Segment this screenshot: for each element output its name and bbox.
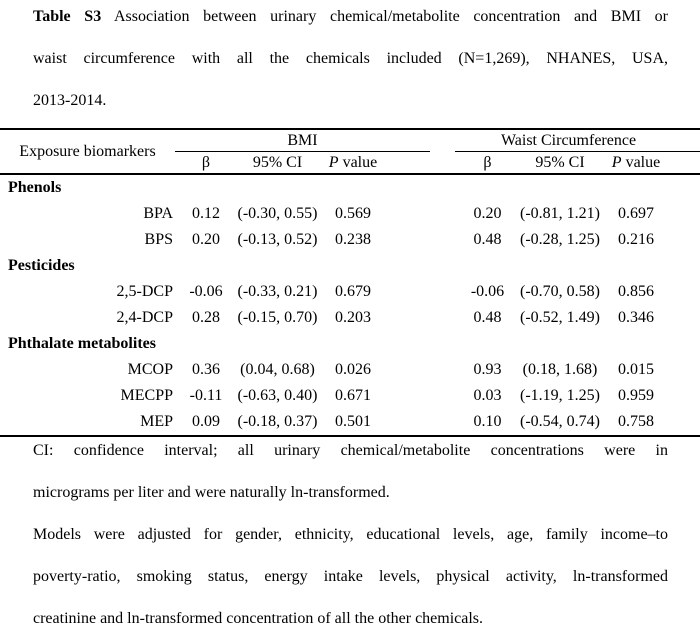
wc-beta-value: 0.48 bbox=[473, 231, 502, 248]
bmi-ci-value: (-0.30, 0.55) bbox=[237, 205, 318, 222]
section-title: Phenols bbox=[8, 179, 62, 196]
biomarker-label: 2,5-DCP bbox=[116, 283, 173, 300]
bmi-ci-value: (-0.63, 0.40) bbox=[237, 387, 318, 404]
wc-beta-value: -0.06 bbox=[470, 283, 505, 300]
wc-ci-value: (-0.54, 0.74) bbox=[520, 413, 600, 430]
wc-beta-value: 0.10 bbox=[473, 413, 502, 430]
bmi-ci-value: (-0.13, 0.52) bbox=[237, 231, 318, 248]
wc-ci-value: (-0.28, 1.25) bbox=[520, 231, 600, 248]
bmi-pvalue: 0.679 bbox=[335, 283, 371, 300]
wc-pvalue: 0.959 bbox=[618, 387, 654, 404]
bmi-ci-value: (0.04, 0.68) bbox=[240, 361, 315, 378]
wc-ci-value: (-0.81, 1.21) bbox=[520, 205, 600, 222]
title-line-2: waist circumference with all the chemica… bbox=[33, 50, 668, 67]
row-mep: MEP 0.09 (-0.18, 0.37) 0.501 0.10 (-0.54… bbox=[0, 409, 700, 436]
biomarker-label: MECPP bbox=[120, 387, 173, 404]
column-gap bbox=[430, 383, 455, 409]
title-line-1: Table S3 Association between urinary che… bbox=[33, 0, 668, 38]
bmi-beta-value: -0.11 bbox=[189, 387, 223, 404]
wc-beta-header: β bbox=[455, 151, 520, 175]
section-phthalate-metabolites: Phthalate metabolites bbox=[0, 331, 700, 357]
pvalue-rest: value bbox=[621, 153, 661, 171]
title-line-3: 2013-2014. bbox=[33, 92, 107, 109]
pvalue-rest: value bbox=[338, 153, 378, 171]
results-table: Exposure biomarkers BMI Waist Circumfere… bbox=[0, 128, 700, 437]
bmi-beta-value: 0.20 bbox=[192, 231, 220, 248]
wc-beta-value: 0.93 bbox=[473, 361, 502, 378]
wc-beta-value: 0.20 bbox=[473, 205, 502, 222]
column-gap bbox=[430, 151, 455, 175]
column-gap bbox=[430, 201, 455, 227]
exposure-biomarkers-header: Exposure biomarkers bbox=[0, 129, 175, 175]
wc-beta-value: 0.03 bbox=[473, 387, 502, 404]
bmi-beta-value: 0.09 bbox=[192, 413, 220, 430]
bmi-group-header: BMI bbox=[175, 129, 430, 152]
section-title: Pesticides bbox=[8, 257, 75, 274]
wc-pvalue: 0.758 bbox=[618, 413, 654, 430]
wc-group-header: Waist Circumference bbox=[455, 129, 700, 152]
column-gap bbox=[430, 227, 455, 253]
column-gap bbox=[430, 279, 455, 305]
wc-ci-header: 95% CI bbox=[520, 151, 600, 175]
biomarker-label: MCOP bbox=[127, 361, 173, 378]
biomarker-label: BPS bbox=[144, 231, 173, 248]
title-line-1-text: Association between urinary chemical/met… bbox=[101, 8, 668, 25]
bmi-pvalue: 0.203 bbox=[335, 309, 371, 326]
row-mcop: MCOP 0.36 (0.04, 0.68) 0.026 0.93 (0.18,… bbox=[0, 357, 700, 383]
header-row-groups: Exposure biomarkers BMI Waist Circumfere… bbox=[0, 129, 700, 175]
row-mecpp: MECPP -0.11 (-0.63, 0.40) 0.671 0.03 (-1… bbox=[0, 383, 700, 409]
wc-pvalue: 0.856 bbox=[618, 283, 654, 300]
bmi-beta-value: -0.06 bbox=[189, 283, 223, 300]
bmi-ci-header: 95% CI bbox=[237, 151, 318, 175]
wc-ci-value: (0.18, 1.68) bbox=[522, 361, 598, 378]
biomarker-label: BPA bbox=[143, 205, 173, 222]
pvalue-italic-p: P bbox=[328, 153, 339, 171]
bmi-pvalue: 0.671 bbox=[335, 387, 371, 404]
biomarker-label: 2,4-DCP bbox=[116, 309, 173, 326]
bmi-ci-value: (-0.18, 0.37) bbox=[237, 413, 318, 430]
footnote-ci-definition-line-1: CI: confidence interval; all urinary che… bbox=[33, 442, 668, 459]
section-pesticides: Pesticides bbox=[0, 253, 700, 279]
bmi-ci-value: (-0.15, 0.70) bbox=[237, 309, 318, 326]
footnote-ci-definition-line-2: micrograms per liter and were naturally … bbox=[33, 484, 390, 501]
bmi-pvalue: 0.026 bbox=[335, 361, 371, 378]
biomarker-label: MEP bbox=[140, 413, 173, 430]
bmi-beta-value: 0.28 bbox=[192, 309, 220, 326]
bmi-pvalue: 0.238 bbox=[335, 231, 371, 248]
row-bpa: BPA 0.12 (-0.30, 0.55) 0.569 0.20 (-0.81… bbox=[0, 201, 700, 227]
wc-ci-value: (-0.52, 1.49) bbox=[520, 309, 600, 326]
row-bps: BPS 0.20 (-0.13, 0.52) 0.238 0.48 (-0.28… bbox=[0, 227, 700, 253]
table-footnotes: CI: confidence interval; all urinary che… bbox=[33, 430, 668, 640]
wc-pvalue: 0.346 bbox=[618, 309, 654, 326]
bmi-pvalue-header: P value bbox=[318, 151, 430, 175]
column-gap bbox=[430, 129, 455, 152]
wc-pvalue: 0.697 bbox=[618, 205, 654, 222]
bmi-pvalue: 0.501 bbox=[335, 413, 371, 430]
section-phenols: Phenols bbox=[0, 174, 700, 201]
pvalue-italic-p: P bbox=[611, 153, 622, 171]
footnote-model-adjustment-line-1: Models were adjusted for gender, ethnici… bbox=[33, 526, 668, 543]
bmi-pvalue: 0.569 bbox=[335, 205, 371, 222]
bmi-beta-header: β bbox=[175, 151, 237, 175]
wc-ci-value: (-0.70, 0.58) bbox=[520, 283, 600, 300]
row-24dcp: 2,4-DCP 0.28 (-0.15, 0.70) 0.203 0.48 (-… bbox=[0, 305, 700, 331]
wc-ci-value: (-1.19, 1.25) bbox=[520, 387, 600, 404]
wc-beta-value: 0.48 bbox=[473, 309, 502, 326]
bmi-ci-value: (-0.33, 0.21) bbox=[237, 283, 318, 300]
wc-pvalue: 0.015 bbox=[618, 361, 654, 378]
wc-pvalue-header: P value bbox=[600, 151, 700, 175]
footnote-model-adjustment-line-3: creatinine and ln-transformed concentrat… bbox=[33, 610, 484, 627]
row-25dcp: 2,5-DCP -0.06 (-0.33, 0.21) 0.679 -0.06 … bbox=[0, 279, 700, 305]
header-row-stats: β 95% CI P value β 95% CI P value bbox=[0, 151, 700, 175]
section-title: Phthalate metabolites bbox=[8, 335, 156, 352]
table-number-label: Table S3 bbox=[33, 8, 102, 25]
footnote-model-adjustment-line-2: poverty-ratio, smoking status, energy in… bbox=[33, 568, 668, 585]
column-gap bbox=[430, 357, 455, 383]
column-gap bbox=[430, 305, 455, 331]
wc-pvalue: 0.216 bbox=[618, 231, 654, 248]
bmi-beta-value: 0.36 bbox=[192, 361, 220, 378]
page-title: Table S3 Association between urinary che… bbox=[33, 0, 668, 122]
bmi-beta-value: 0.12 bbox=[192, 205, 220, 222]
